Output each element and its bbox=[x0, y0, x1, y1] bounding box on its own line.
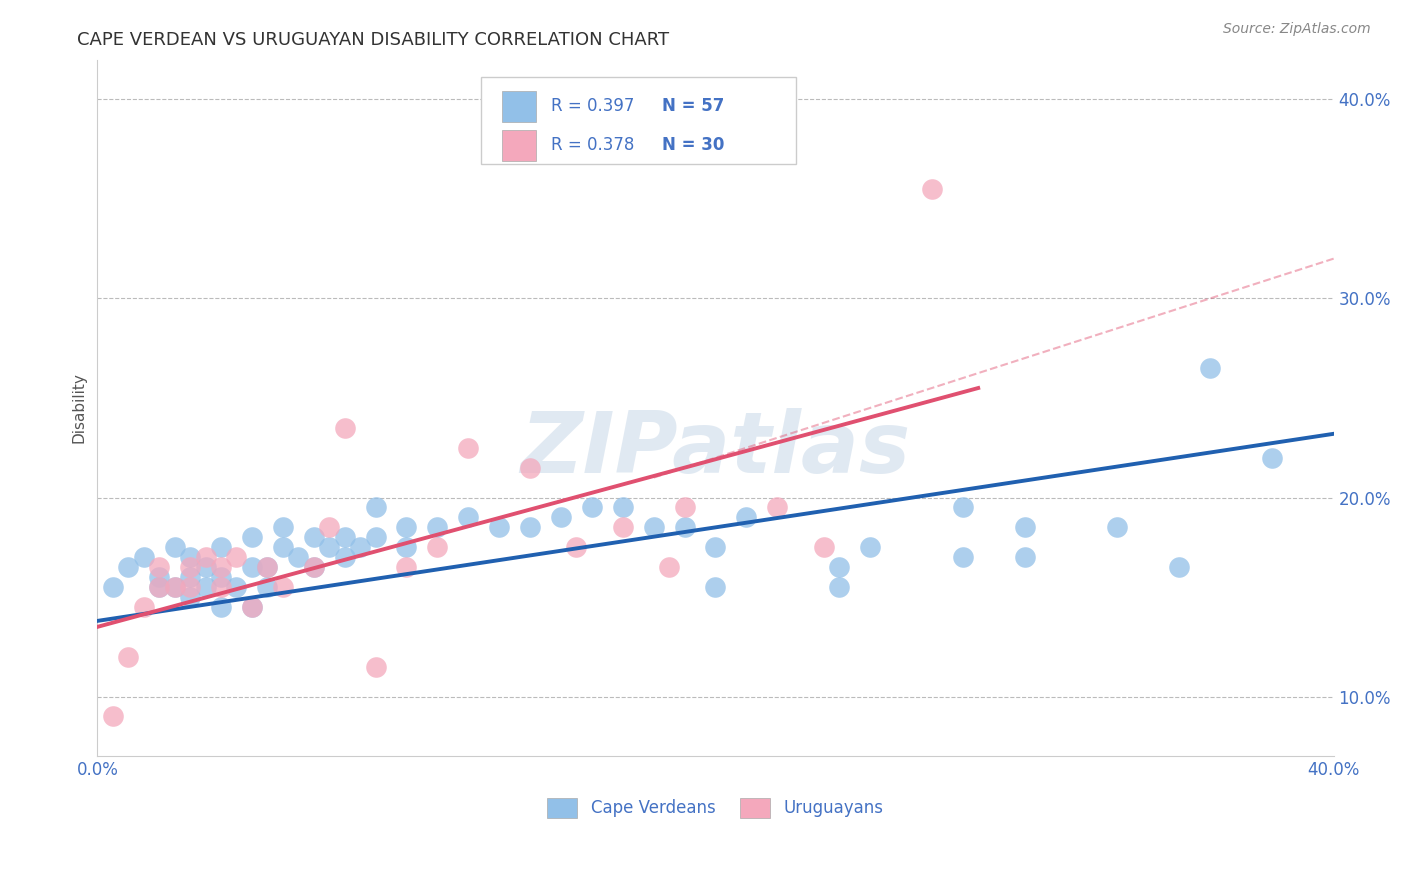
Text: R = 0.397: R = 0.397 bbox=[551, 97, 634, 115]
Point bbox=[735, 510, 758, 524]
Point bbox=[209, 599, 232, 614]
Text: CAPE VERDEAN VS URUGUAYAN DISABILITY CORRELATION CHART: CAPE VERDEAN VS URUGUAYAN DISABILITY COR… bbox=[77, 31, 669, 49]
Point bbox=[163, 580, 186, 594]
Point bbox=[148, 580, 170, 594]
Point bbox=[1107, 520, 1129, 534]
Point bbox=[163, 541, 186, 555]
Point bbox=[302, 530, 325, 544]
Point bbox=[581, 500, 603, 515]
Point bbox=[256, 560, 278, 574]
FancyBboxPatch shape bbox=[502, 91, 536, 121]
Point bbox=[256, 560, 278, 574]
Y-axis label: Disability: Disability bbox=[72, 373, 86, 443]
Point bbox=[395, 541, 418, 555]
Point bbox=[673, 500, 696, 515]
Point bbox=[828, 580, 851, 594]
Point bbox=[117, 560, 139, 574]
Point bbox=[519, 520, 541, 534]
Point bbox=[194, 550, 217, 565]
Point bbox=[148, 570, 170, 584]
Point bbox=[349, 541, 371, 555]
Point bbox=[163, 580, 186, 594]
Point bbox=[612, 500, 634, 515]
Point bbox=[148, 560, 170, 574]
Point bbox=[457, 510, 479, 524]
Point bbox=[828, 560, 851, 574]
Point bbox=[256, 580, 278, 594]
Point bbox=[426, 541, 449, 555]
Legend: Cape Verdeans, Uruguayans: Cape Verdeans, Uruguayans bbox=[541, 791, 890, 824]
Point bbox=[565, 541, 588, 555]
Point bbox=[209, 580, 232, 594]
Text: Source: ZipAtlas.com: Source: ZipAtlas.com bbox=[1223, 22, 1371, 37]
Point bbox=[364, 659, 387, 673]
Point bbox=[117, 649, 139, 664]
Point bbox=[240, 599, 263, 614]
FancyBboxPatch shape bbox=[481, 77, 796, 164]
Point bbox=[1014, 550, 1036, 565]
Point bbox=[179, 550, 201, 565]
Point bbox=[364, 530, 387, 544]
Text: N = 30: N = 30 bbox=[662, 136, 724, 154]
Point bbox=[333, 550, 356, 565]
Point bbox=[395, 520, 418, 534]
Point bbox=[101, 709, 124, 723]
Point bbox=[194, 580, 217, 594]
Point bbox=[225, 550, 247, 565]
Point bbox=[240, 560, 263, 574]
Point bbox=[395, 560, 418, 574]
Point bbox=[225, 580, 247, 594]
Point bbox=[271, 580, 294, 594]
Point bbox=[766, 500, 789, 515]
Point bbox=[240, 599, 263, 614]
Point bbox=[952, 550, 974, 565]
Point bbox=[488, 520, 510, 534]
Point bbox=[813, 541, 835, 555]
Point bbox=[457, 441, 479, 455]
Point bbox=[209, 570, 232, 584]
Point bbox=[921, 182, 943, 196]
Point bbox=[179, 560, 201, 574]
Point bbox=[859, 541, 882, 555]
Point bbox=[287, 550, 309, 565]
Point bbox=[209, 541, 232, 555]
Point bbox=[132, 599, 155, 614]
Point bbox=[318, 541, 340, 555]
Point bbox=[179, 590, 201, 604]
Point bbox=[673, 520, 696, 534]
Point bbox=[240, 530, 263, 544]
Point bbox=[1199, 361, 1222, 376]
Point bbox=[132, 550, 155, 565]
Point bbox=[333, 421, 356, 435]
FancyBboxPatch shape bbox=[502, 130, 536, 161]
Point bbox=[1014, 520, 1036, 534]
Point bbox=[271, 541, 294, 555]
Point bbox=[519, 460, 541, 475]
Point bbox=[952, 500, 974, 515]
Point bbox=[179, 570, 201, 584]
Point bbox=[704, 541, 727, 555]
Point bbox=[704, 580, 727, 594]
Point bbox=[612, 520, 634, 534]
Point bbox=[209, 560, 232, 574]
Point bbox=[302, 560, 325, 574]
Point bbox=[333, 530, 356, 544]
Text: N = 57: N = 57 bbox=[662, 97, 724, 115]
Point bbox=[271, 520, 294, 534]
Point bbox=[318, 520, 340, 534]
Point bbox=[426, 520, 449, 534]
Point bbox=[658, 560, 681, 574]
Point bbox=[1168, 560, 1191, 574]
Text: ZIPatlas: ZIPatlas bbox=[520, 409, 911, 491]
Point bbox=[1261, 450, 1284, 465]
Text: R = 0.378: R = 0.378 bbox=[551, 136, 634, 154]
Point bbox=[179, 580, 201, 594]
Point bbox=[148, 580, 170, 594]
Point bbox=[643, 520, 665, 534]
Point bbox=[101, 580, 124, 594]
Point bbox=[550, 510, 572, 524]
Point bbox=[194, 560, 217, 574]
Point bbox=[364, 500, 387, 515]
Point bbox=[302, 560, 325, 574]
